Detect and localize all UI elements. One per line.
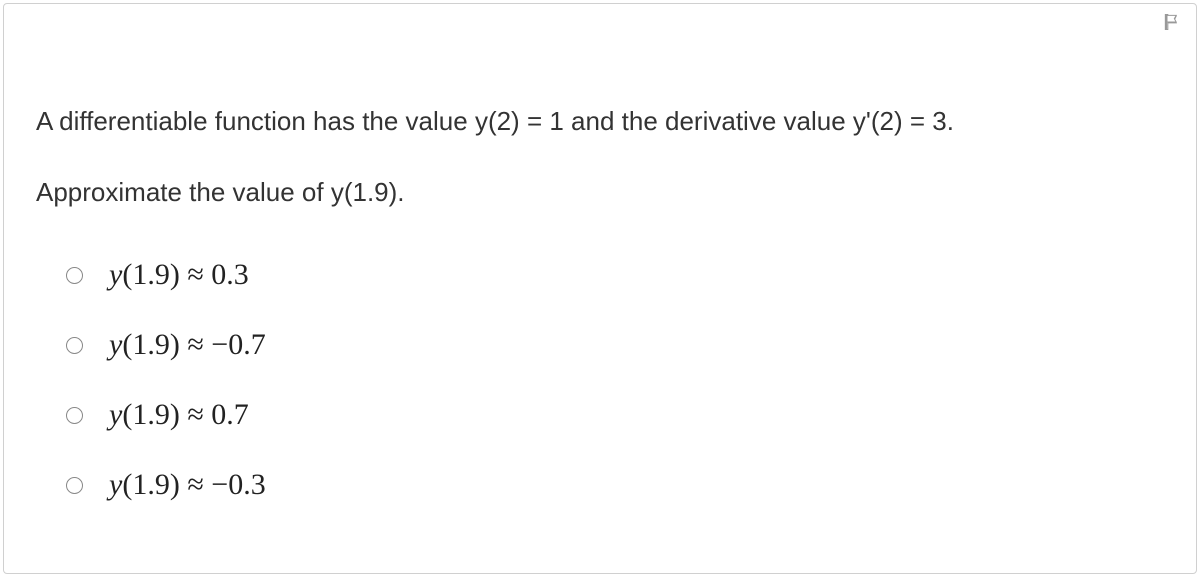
option-b[interactable]: y(1.9) ≈ −0.7 — [66, 328, 1164, 362]
radio-button[interactable] — [66, 477, 83, 494]
option-label: y(1.9) ≈ 0.7 — [109, 398, 249, 432]
question-card: A differentiable function has the value … — [3, 3, 1197, 574]
option-label: y(1.9) ≈ −0.3 — [109, 468, 266, 502]
option-a[interactable]: y(1.9) ≈ 0.3 — [66, 258, 1164, 292]
radio-button[interactable] — [66, 407, 83, 424]
question-line-2: Approximate the value of y(1.9). — [36, 175, 1164, 210]
question-line-1: A differentiable function has the value … — [36, 104, 1164, 139]
options-list: y(1.9) ≈ 0.3 y(1.9) ≈ −0.7 y(1.9) ≈ 0.7 … — [36, 246, 1164, 502]
option-d[interactable]: y(1.9) ≈ −0.3 — [66, 468, 1164, 502]
option-label: y(1.9) ≈ −0.7 — [109, 328, 266, 362]
radio-button[interactable] — [66, 267, 83, 284]
flag-icon[interactable] — [1162, 12, 1182, 32]
option-label: y(1.9) ≈ 0.3 — [109, 258, 249, 292]
option-c[interactable]: y(1.9) ≈ 0.7 — [66, 398, 1164, 432]
radio-button[interactable] — [66, 337, 83, 354]
